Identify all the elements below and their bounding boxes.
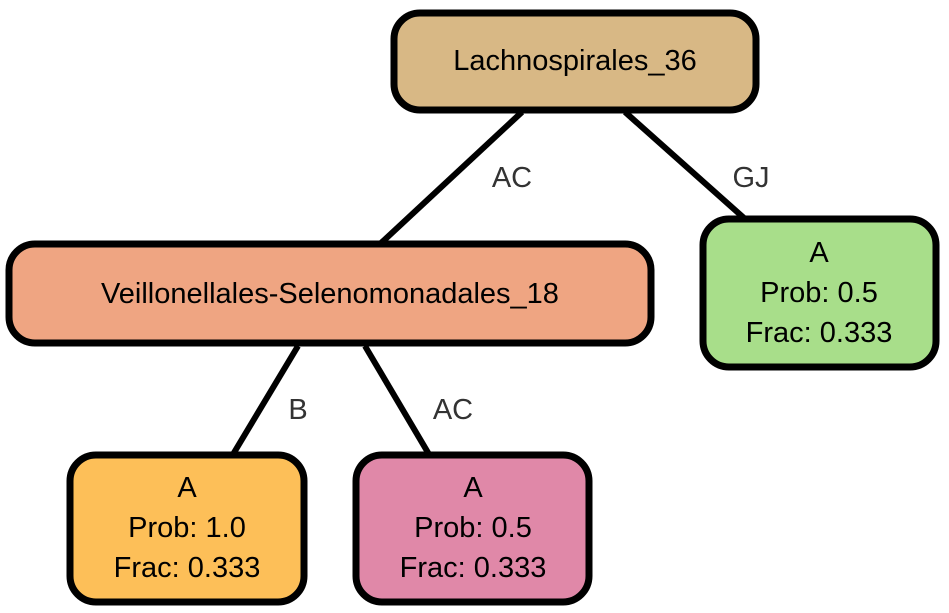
node-box-root: [390, 9, 760, 114]
edge-veillonellales-to-leaf-b: [229, 344, 301, 458]
node-veillonellales-selenomonadales: Veillonellales-Selenomonadales_18: [5, 240, 655, 347]
node-lachnospirales: Lachnospirales_36: [390, 9, 760, 114]
edge-root-to-leaf-gj: [623, 109, 746, 221]
node-label-mid: Veillonellales-Selenomonadales_18: [101, 278, 559, 310]
edge-root-to-veillonellales: [377, 109, 525, 247]
node-leaf-gj-line-2: Prob: 0.5: [760, 277, 878, 309]
node-leaf-ac: A Prob: 0.5 Frac: 0.333: [352, 451, 593, 606]
node-leaf-ac-line-3: Frac: 0.333: [400, 552, 547, 584]
node-leaf-b-line-3: Frac: 0.333: [114, 552, 261, 584]
edge-labels: AC GJ B AC: [288, 162, 769, 426]
edge-label-root-mid: AC: [492, 162, 532, 194]
node-leaf-b-line-1: A: [177, 472, 197, 504]
node-leaf-b: A Prob: 1.0 Frac: 0.333: [66, 451, 308, 606]
node-box-mid: [5, 240, 655, 347]
node-box-leaf-ac: [352, 451, 593, 606]
node-leaf-ac-line-1: A: [463, 472, 483, 504]
node-leaf-ac-line-2: Prob: 0.5: [414, 512, 532, 544]
node-leaf-gj: A Prob: 0.5 Frac: 0.333: [699, 215, 940, 371]
edges: [229, 109, 746, 458]
node-box-leaf-gj: [699, 215, 940, 371]
node-label-root: Lachnospirales_36: [453, 45, 696, 77]
edge-label-root-gj: GJ: [732, 162, 769, 194]
edge-label-mid-ac: AC: [433, 394, 473, 426]
node-box-leaf-b: [66, 451, 308, 606]
node-leaf-gj-line-3: Frac: 0.333: [746, 317, 893, 349]
node-leaf-gj-line-1: A: [809, 237, 829, 269]
node-leaf-b-line-2: Prob: 1.0: [128, 512, 246, 544]
edge-veillonellales-to-leaf-ac: [362, 344, 433, 458]
edge-label-mid-b: B: [288, 394, 307, 426]
